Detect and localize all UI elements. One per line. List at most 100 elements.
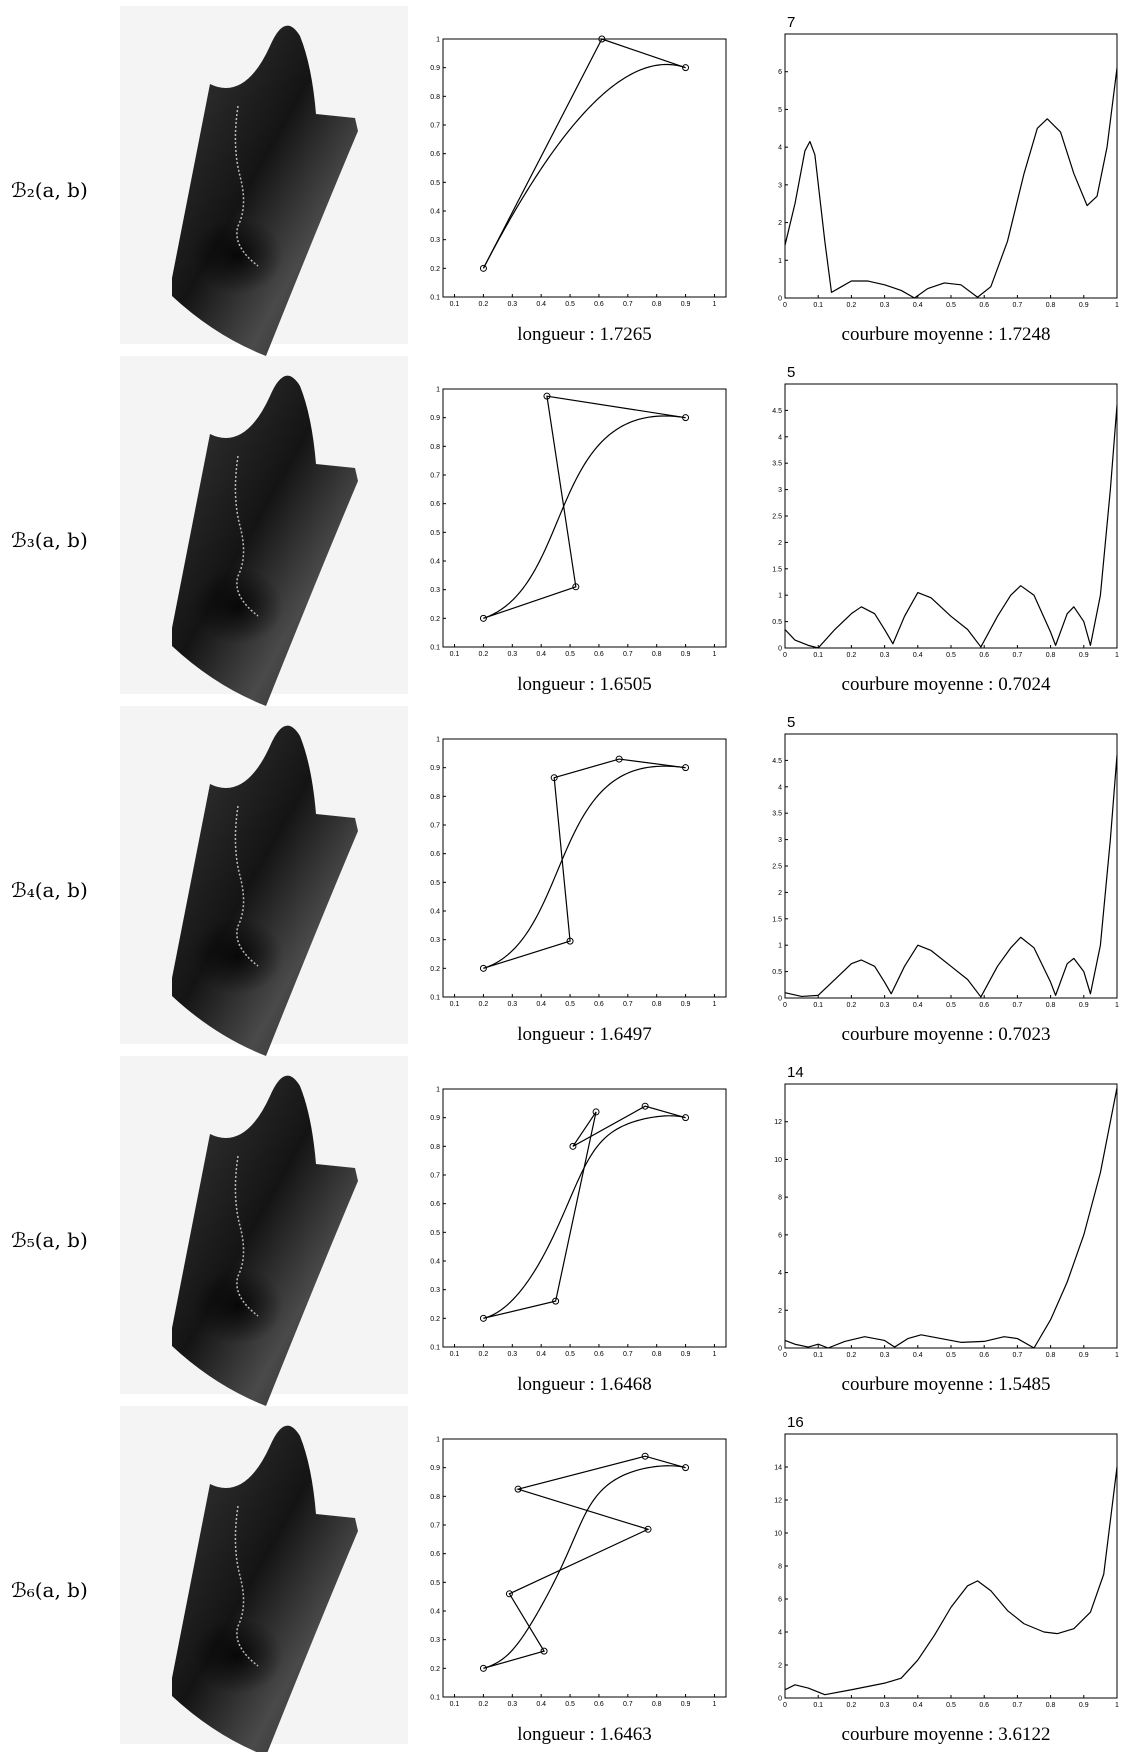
y-tick-label: 0.5 — [772, 619, 782, 626]
x-tick-label: 0.6 — [594, 1351, 604, 1358]
surface-image — [120, 706, 408, 1056]
plot-frame — [785, 34, 1117, 298]
surface-image — [120, 1406, 408, 1752]
y-tick-label: 0.1 — [430, 295, 440, 302]
x-tick-label: 0.4 — [913, 1702, 923, 1709]
x-tick-label: 0.1 — [450, 1351, 460, 1358]
curvature-caption: courbure moyenne : 0.7023 — [842, 1024, 1051, 1045]
x-tick-label: 0.7 — [1013, 302, 1023, 309]
bezier-curve — [483, 416, 685, 618]
x-tick-label: 0.3 — [880, 1702, 890, 1709]
y-tick-label: 4 — [778, 1270, 782, 1277]
length-caption: longueur : 1.6463 — [517, 1724, 652, 1745]
x-tick-label: 0 — [783, 1002, 787, 1009]
y-tick-label: 0 — [778, 1696, 782, 1703]
y-axis-max-label: 14 — [787, 1064, 804, 1081]
x-tick-label: 1 — [712, 301, 716, 308]
x-tick-label: 1 — [1115, 1352, 1119, 1359]
y-tick-label: 0.5 — [430, 880, 440, 887]
length-caption: longueur : 1.6497 — [517, 1024, 652, 1045]
y-tick-label: 1 — [436, 1087, 440, 1094]
x-tick-label: 0.1 — [813, 1002, 823, 1009]
row-label: ℬ₂(a, b) — [11, 178, 88, 202]
curvature-curve — [785, 755, 1117, 997]
x-tick-label: 1 — [1115, 652, 1119, 659]
x-tick-label: 0.9 — [1079, 1702, 1089, 1709]
x-tick-label: 0.3 — [507, 1701, 517, 1708]
y-tick-label: 12 — [774, 1119, 782, 1126]
y-tick-label: 6 — [778, 1597, 782, 1604]
x-tick-label: 0.2 — [479, 1001, 489, 1008]
control-polygon — [483, 1456, 685, 1668]
y-tick-label: 8 — [778, 1195, 782, 1202]
y-tick-label: 0.5 — [430, 180, 440, 187]
row-label: ℬ₃(a, b) — [11, 528, 88, 552]
x-tick-label: 0.1 — [813, 302, 823, 309]
y-tick-label: 0.2 — [430, 616, 440, 623]
x-tick-label: 0.8 — [652, 651, 662, 658]
x-tick-label: 0.2 — [479, 1701, 489, 1708]
x-tick-label: 0.3 — [880, 1352, 890, 1359]
y-tick-label: 10 — [774, 1157, 782, 1164]
y-tick-label: 3 — [778, 182, 782, 189]
y-tick-label: 4 — [778, 784, 782, 791]
y-tick-label: 0.1 — [430, 645, 440, 652]
y-tick-label: 0.4 — [430, 559, 440, 566]
x-tick-label: 0.9 — [681, 1001, 691, 1008]
control-polygon — [483, 396, 685, 618]
curvature-caption: courbure moyenne : 3.6122 — [842, 1724, 1051, 1745]
y-tick-label: 0.4 — [430, 209, 440, 216]
y-tick-label: 0.7 — [430, 473, 440, 480]
x-tick-label: 0.2 — [847, 652, 857, 659]
y-tick-label: 4.5 — [772, 408, 782, 415]
y-tick-label: 14 — [774, 1465, 782, 1472]
x-tick-label: 0.5 — [565, 1701, 575, 1708]
y-tick-label: 0.4 — [430, 1609, 440, 1616]
x-tick-label: 0.4 — [536, 301, 546, 308]
y-tick-label: 0.2 — [430, 266, 440, 273]
plot-frame — [785, 1434, 1117, 1698]
x-tick-label: 0.8 — [1046, 1002, 1056, 1009]
y-tick-label: 0.9 — [430, 415, 440, 422]
x-tick-label: 1 — [712, 1351, 716, 1358]
length-caption: longueur : 1.7265 — [517, 324, 652, 345]
x-tick-label: 0.8 — [652, 1701, 662, 1708]
y-tick-label: 0.8 — [430, 444, 440, 451]
y-tick-label: 0.3 — [430, 237, 440, 244]
x-tick-label: 0.3 — [507, 1001, 517, 1008]
x-tick-label: 0.2 — [479, 651, 489, 658]
x-tick-label: 0.1 — [450, 1701, 460, 1708]
y-tick-label: 3.5 — [772, 811, 782, 818]
y-tick-label: 0.5 — [430, 1580, 440, 1587]
y-tick-label: 1.5 — [772, 566, 782, 573]
length-caption: longueur : 1.6468 — [517, 1374, 652, 1395]
x-tick-label: 0.7 — [1013, 652, 1023, 659]
y-tick-label: 0.7 — [430, 123, 440, 130]
y-tick-label: 1 — [436, 37, 440, 44]
x-tick-label: 0.3 — [880, 302, 890, 309]
x-tick-label: 0.4 — [913, 652, 923, 659]
plot-frame — [443, 739, 726, 997]
y-tick-label: 0.6 — [430, 851, 440, 858]
x-tick-label: 0.2 — [847, 1002, 857, 1009]
curvature-caption: courbure moyenne : 1.7248 — [842, 324, 1051, 345]
x-tick-label: 0.2 — [847, 1702, 857, 1709]
y-tick-label: 0.5 — [430, 530, 440, 537]
x-tick-label: 0.5 — [946, 302, 956, 309]
y-tick-label: 0.3 — [430, 1287, 440, 1294]
plot-frame — [443, 1089, 726, 1347]
y-tick-label: 0.8 — [430, 94, 440, 101]
figure: ℬ₂(a, b) 0.1 0.2 0.3 0.4 0.5 0.6 0.7 0.8 0.9 1 0.1 0… — [0, 0, 1126, 1752]
x-tick-label: 0.9 — [1079, 1002, 1089, 1009]
y-tick-label: 0.6 — [430, 151, 440, 158]
y-tick-label: 0.3 — [430, 587, 440, 594]
y-tick-label: 3.5 — [772, 461, 782, 468]
y-tick-label: 6 — [778, 1232, 782, 1239]
y-tick-label: 1 — [778, 943, 782, 950]
length-caption: longueur : 1.6505 — [517, 674, 652, 695]
x-tick-label: 0.5 — [565, 301, 575, 308]
x-tick-label: 0.4 — [536, 1001, 546, 1008]
y-tick-label: 0.1 — [430, 1345, 440, 1352]
x-tick-label: 0.1 — [813, 1352, 823, 1359]
row-label: ℬ₆(a, b) — [11, 1578, 88, 1602]
